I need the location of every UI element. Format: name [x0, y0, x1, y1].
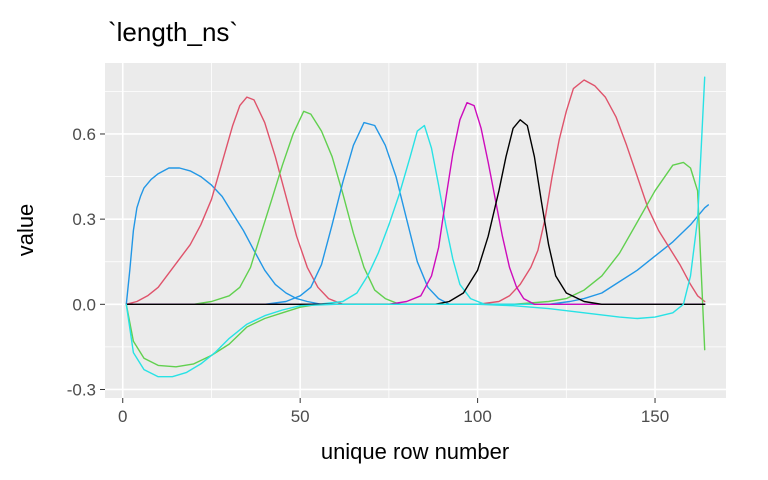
x-axis: 0 50 100 150	[118, 398, 669, 426]
x-tick-label: 0	[118, 407, 127, 426]
x-tick-label: 50	[291, 407, 310, 426]
y-tick-label: 0.3	[72, 210, 96, 229]
series-line	[125, 167, 709, 305]
series-line	[125, 79, 706, 305]
series-line	[125, 119, 706, 305]
series-line	[125, 102, 706, 305]
y-tick-label: -0.3	[67, 380, 96, 399]
y-tick-label: 0.6	[72, 125, 96, 144]
x-axis-title: unique row number	[321, 439, 509, 464]
minor-gridlines	[105, 63, 726, 398]
series-line	[125, 110, 706, 305]
y-axis-title: value	[13, 204, 38, 257]
y-axis: -0.3 0.0 0.3 0.6	[67, 125, 105, 399]
x-tick-label: 100	[463, 407, 491, 426]
chart-title: `length_ns`	[108, 17, 238, 47]
y-tick-label: 0.0	[72, 295, 96, 314]
series-line	[125, 76, 706, 378]
series-layer	[125, 76, 709, 378]
x-tick-label: 150	[641, 407, 669, 426]
series-line	[125, 121, 706, 305]
plot-panel	[105, 63, 726, 398]
series-line	[125, 124, 706, 305]
